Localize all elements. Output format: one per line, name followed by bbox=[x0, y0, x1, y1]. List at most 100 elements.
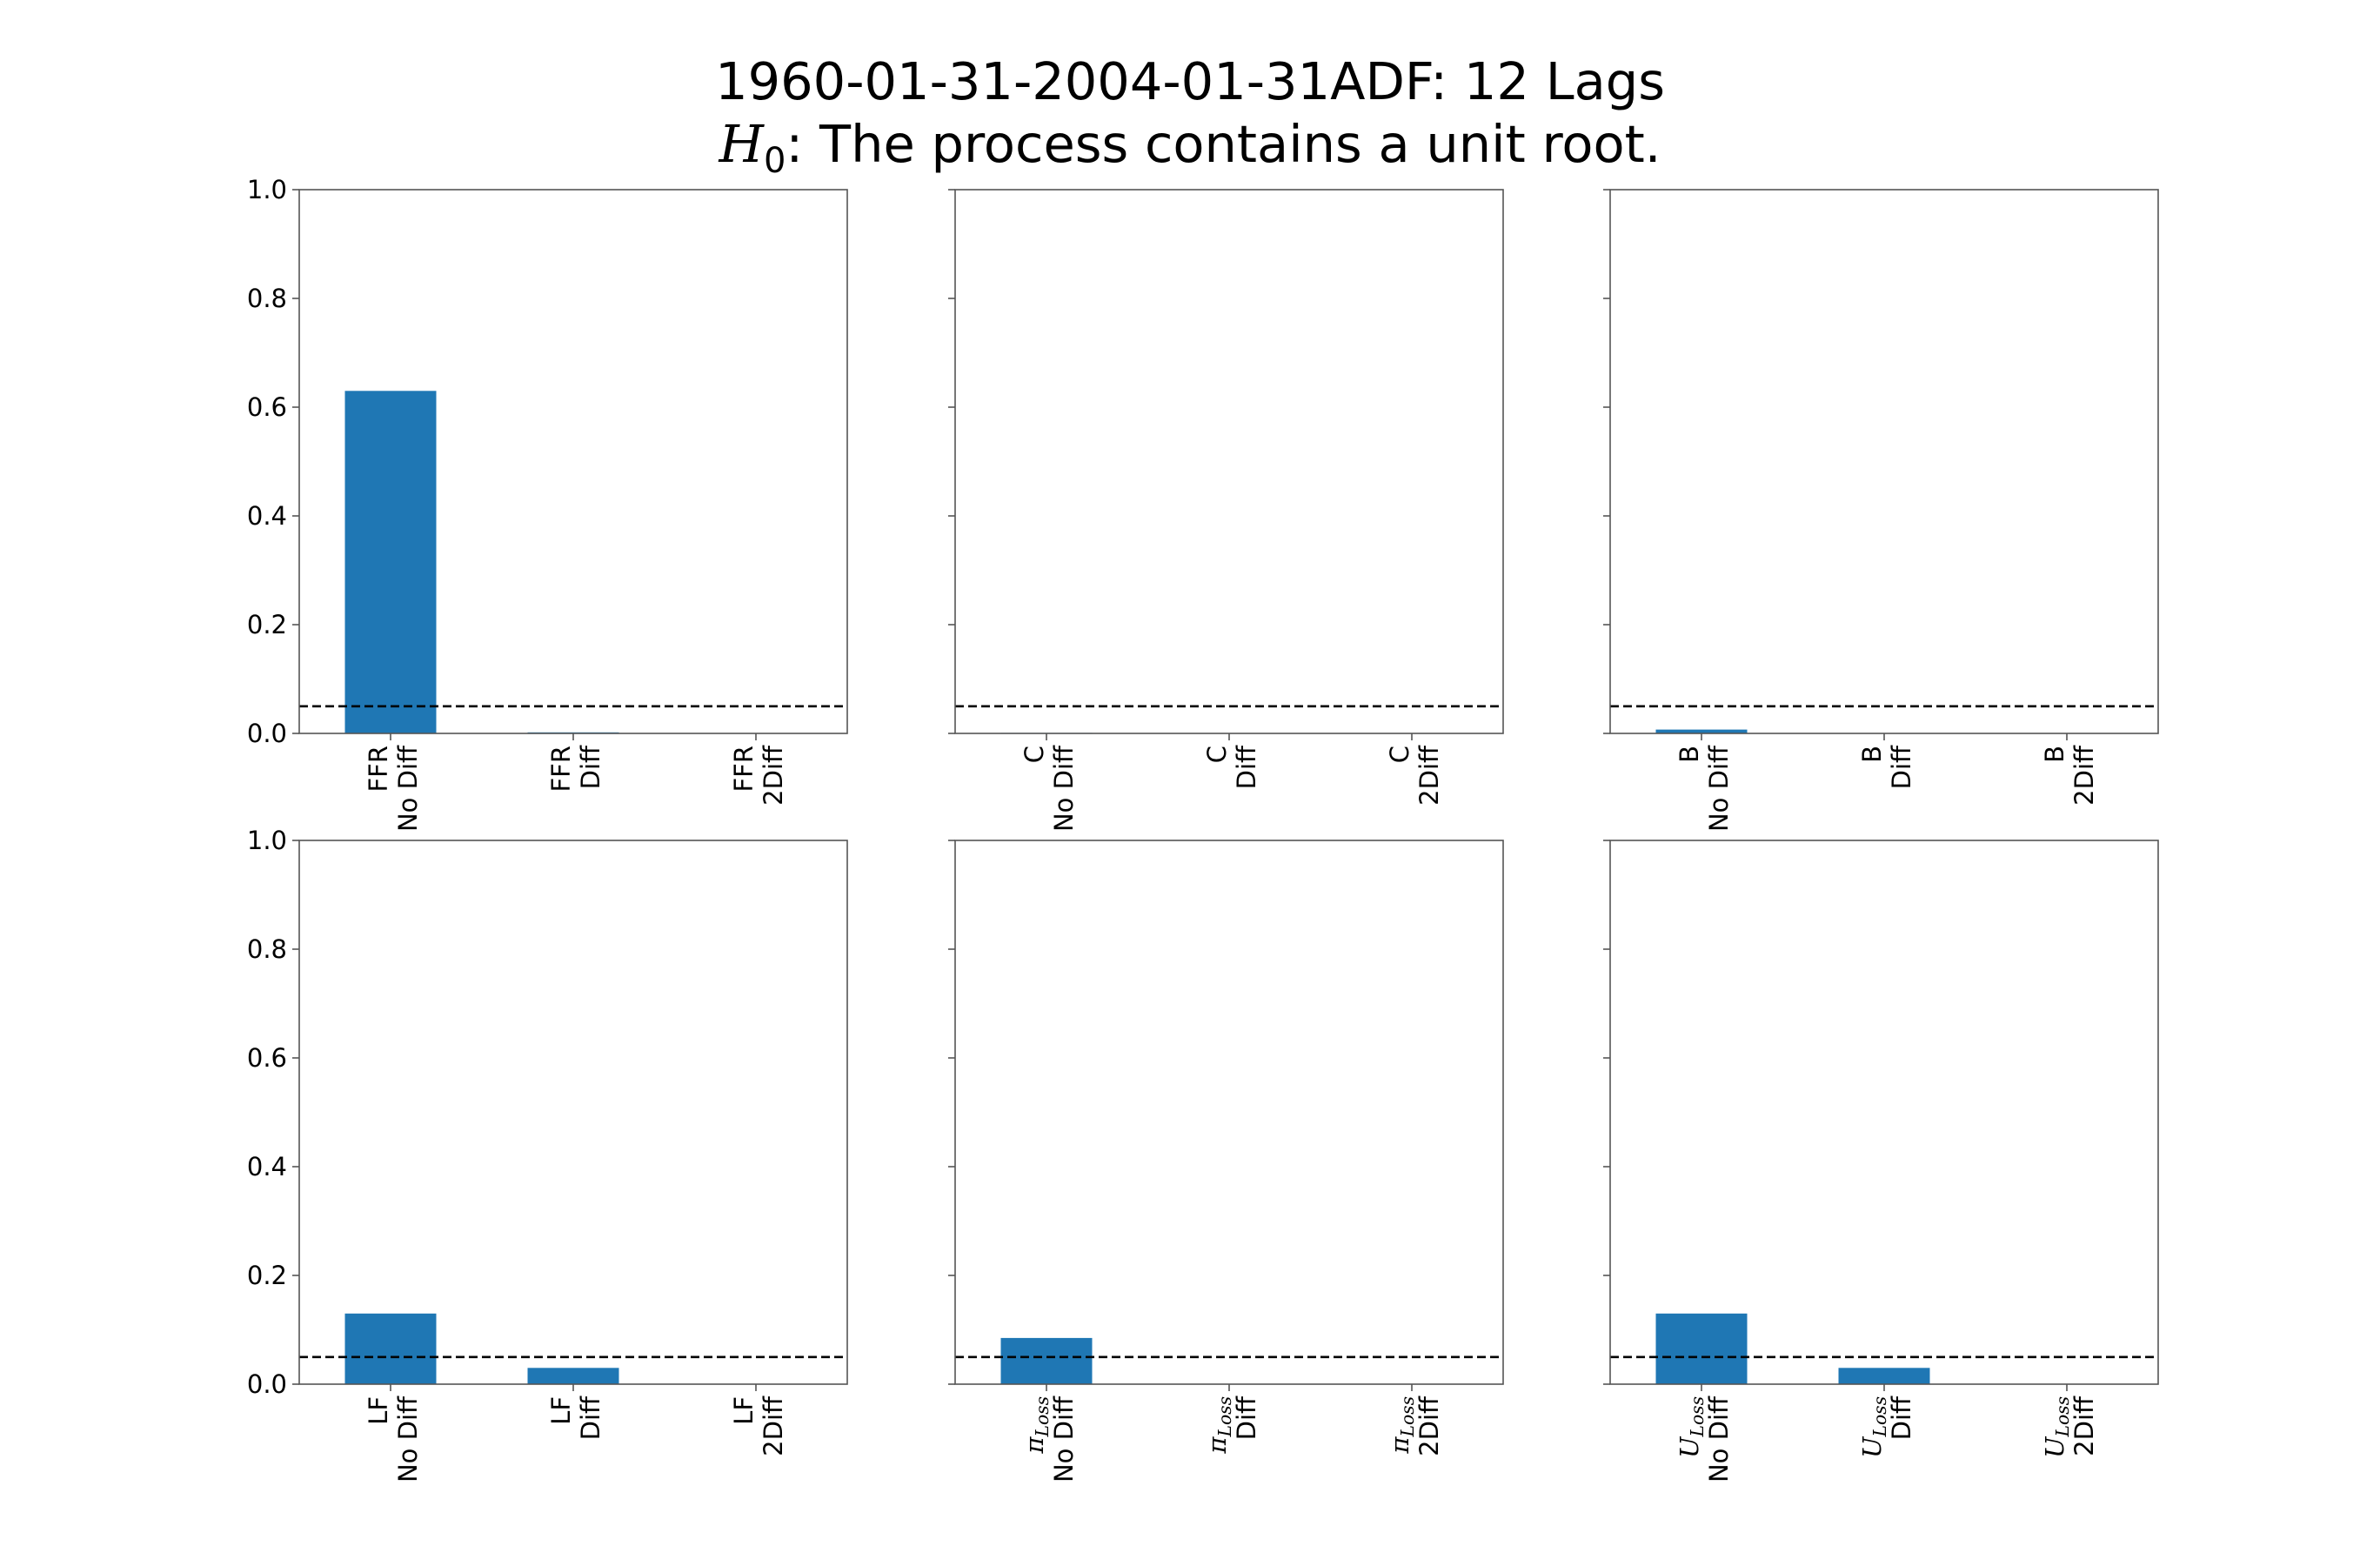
x-tick-label: C2Diff bbox=[1385, 745, 1444, 806]
panel-2: CNo Diff CDiff C2Diff bbox=[948, 189, 1504, 832]
x-tick-label-diff: Diff bbox=[576, 745, 605, 789]
x-tick-label-diff: No Diff bbox=[1704, 745, 1734, 832]
x-tick-label-text: B2Diff bbox=[2040, 745, 2099, 806]
x-tick-var-symbol: π bbox=[1385, 1436, 1414, 1455]
x-tick-label: πLossDiff bbox=[1202, 1395, 1261, 1455]
x-tick-label: FFRDiff bbox=[546, 745, 605, 793]
y-tick-label: 0.8 bbox=[247, 284, 287, 313]
y-tick-label: 0.2 bbox=[247, 610, 287, 639]
x-tick-label-text: LF2Diff bbox=[729, 1395, 788, 1456]
x-tick-label-var: LF bbox=[364, 1396, 393, 1425]
x-tick-label-var: FFR bbox=[546, 746, 576, 793]
x-tick-label-text: ULossDiff bbox=[1857, 1395, 1916, 1458]
x-tick-label-diff: Diff bbox=[576, 1395, 605, 1440]
x-tick-label-var: C bbox=[1385, 746, 1414, 763]
x-tick-label-var: LF bbox=[729, 1396, 759, 1425]
x-tick-label: FFR2Diff bbox=[729, 745, 788, 806]
x-tick-label: LFDiff bbox=[546, 1395, 605, 1440]
x-tick-label-text: BNo Diff bbox=[1675, 745, 1734, 832]
x-tick-label-diff: Diff bbox=[1887, 745, 1916, 789]
x-tick-var-symbol: U bbox=[1857, 1436, 1887, 1458]
x-tick-label-text: FFR2Diff bbox=[729, 745, 788, 806]
x-tick-label-var: B bbox=[2040, 746, 2069, 763]
x-tick-var-symbol: π bbox=[1202, 1436, 1232, 1455]
x-tick-label-var: B bbox=[1675, 746, 1704, 763]
hypothesis-text: : The process contains a unit root. bbox=[786, 114, 1661, 174]
bar-1 bbox=[344, 391, 437, 734]
x-tick-label-text: CDiff bbox=[1202, 745, 1261, 789]
x-tick-label: B2Diff bbox=[2040, 745, 2099, 806]
bar-2 bbox=[1838, 1368, 1930, 1385]
x-tick-label-diff: Diff bbox=[1232, 745, 1261, 789]
x-tick-label-text: LFNo Diff bbox=[364, 1395, 423, 1482]
x-tick-label: CNo Diff bbox=[1020, 745, 1079, 832]
x-tick-label: LFNo Diff bbox=[364, 1395, 423, 1482]
x-tick-label: ULossDiff bbox=[1857, 1395, 1916, 1458]
x-tick-var-subscript: Loss bbox=[2052, 1396, 2073, 1438]
y-tick-label: 0.0 bbox=[247, 719, 287, 748]
x-tick-label-diff: No Diff bbox=[1049, 1395, 1079, 1482]
x-tick-label-text: πLoss2Diff bbox=[1385, 1395, 1444, 1456]
x-tick-label-text: ULoss2Diff bbox=[2040, 1395, 2099, 1458]
y-tick-label: 0.2 bbox=[247, 1261, 287, 1290]
chart-title-line1: 1960-01-31-2004-01-31ADF: 12 Lags bbox=[715, 51, 1665, 111]
x-tick-label-diff: 2Diff bbox=[2069, 745, 2099, 806]
x-tick-label: πLoss2Diff bbox=[1385, 1395, 1444, 1456]
bar-1 bbox=[1000, 1337, 1093, 1384]
y-tick-label: 0.4 bbox=[247, 501, 287, 531]
x-tick-label-var: FFR bbox=[364, 746, 393, 793]
x-tick-label-var: FFR bbox=[729, 746, 759, 793]
chart-title-line2: H0: The process contains a unit root. bbox=[0, 113, 2380, 192]
hypothesis-symbol: H bbox=[719, 114, 764, 174]
x-tick-label-text: C2Diff bbox=[1385, 745, 1444, 806]
x-tick-label-text: ULossNo Diff bbox=[1675, 1395, 1734, 1482]
x-tick-label-var: C bbox=[1202, 746, 1232, 763]
x-tick-label-var: πLoss bbox=[1202, 1396, 1235, 1455]
x-tick-label-diff: 2Diff bbox=[2069, 1395, 2099, 1456]
x-tick-var-symbol: U bbox=[1675, 1436, 1704, 1458]
x-tick-label: FFRNo Diff bbox=[364, 745, 423, 832]
bar-1 bbox=[1655, 1313, 1748, 1385]
x-tick-label-diff: No Diff bbox=[1704, 1395, 1734, 1482]
axes-frame bbox=[1609, 840, 2159, 1385]
x-tick-var-subscript: Loss bbox=[1687, 1396, 1708, 1438]
x-tick-label-var: πLoss bbox=[1385, 1396, 1418, 1455]
axes-frame bbox=[954, 840, 1504, 1385]
x-tick-label-text: πLossDiff bbox=[1202, 1395, 1261, 1455]
x-tick-var-subscript: Loss bbox=[1869, 1396, 1890, 1438]
x-tick-label: πLossNo Diff bbox=[1020, 1395, 1079, 1482]
x-tick-label: ULoss2Diff bbox=[2040, 1395, 2099, 1458]
x-tick-label: CDiff bbox=[1202, 745, 1261, 789]
x-tick-label-diff: No Diff bbox=[1049, 745, 1079, 832]
y-tick-label: 0.8 bbox=[247, 934, 287, 964]
axes-frame bbox=[298, 840, 848, 1385]
x-tick-label-text: FFRDiff bbox=[546, 745, 605, 793]
y-tick-label: 0.0 bbox=[247, 1369, 287, 1399]
x-tick-label-diff: Diff bbox=[1887, 1395, 1916, 1440]
x-tick-label-text: πLossNo Diff bbox=[1020, 1395, 1079, 1482]
y-tick-label: 0.6 bbox=[247, 1043, 287, 1073]
y-tick-label: 1.0 bbox=[247, 175, 287, 204]
y-tick-label: 0.6 bbox=[247, 392, 287, 422]
x-tick-label-diff: Diff bbox=[1232, 1395, 1261, 1440]
x-tick-label-var: LF bbox=[546, 1396, 576, 1425]
x-tick-var-subscript: Loss bbox=[1397, 1396, 1418, 1438]
x-tick-label-diff: No Diff bbox=[393, 745, 423, 832]
hypothesis-subscript: 0 bbox=[763, 141, 786, 181]
x-tick-label-var: ULoss bbox=[2040, 1396, 2073, 1458]
x-tick-var-subscript: Loss bbox=[1214, 1396, 1235, 1438]
x-tick-label-var: C bbox=[1020, 746, 1049, 763]
x-tick-label-diff: 2Diff bbox=[1414, 745, 1444, 806]
x-tick-label-diff: 2Diff bbox=[759, 1395, 788, 1456]
x-tick-label: LF2Diff bbox=[729, 1395, 788, 1456]
x-tick-label-diff: 2Diff bbox=[759, 745, 788, 806]
x-tick-var-symbol: U bbox=[2040, 1436, 2069, 1458]
y-tick-label: 1.0 bbox=[247, 826, 287, 855]
x-tick-label-var: ULoss bbox=[1857, 1396, 1890, 1458]
panel-3: BNo Diff BDiff B2Diff bbox=[1603, 189, 2159, 832]
